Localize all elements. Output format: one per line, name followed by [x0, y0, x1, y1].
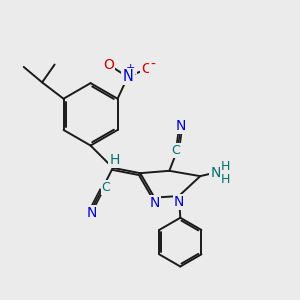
- Text: N: N: [211, 166, 221, 180]
- Text: C: C: [171, 143, 180, 157]
- Text: O: O: [141, 62, 152, 76]
- Text: H: H: [220, 160, 230, 173]
- Text: +: +: [126, 63, 136, 73]
- Text: N: N: [174, 195, 184, 209]
- Text: N: N: [176, 119, 186, 133]
- Text: H: H: [220, 172, 230, 186]
- Text: C: C: [102, 181, 110, 194]
- Text: N: N: [122, 69, 134, 84]
- Text: N: N: [149, 196, 160, 210]
- Text: O: O: [103, 58, 114, 72]
- Text: N: N: [87, 206, 97, 220]
- Text: H: H: [110, 152, 120, 167]
- Text: -: -: [151, 58, 155, 71]
